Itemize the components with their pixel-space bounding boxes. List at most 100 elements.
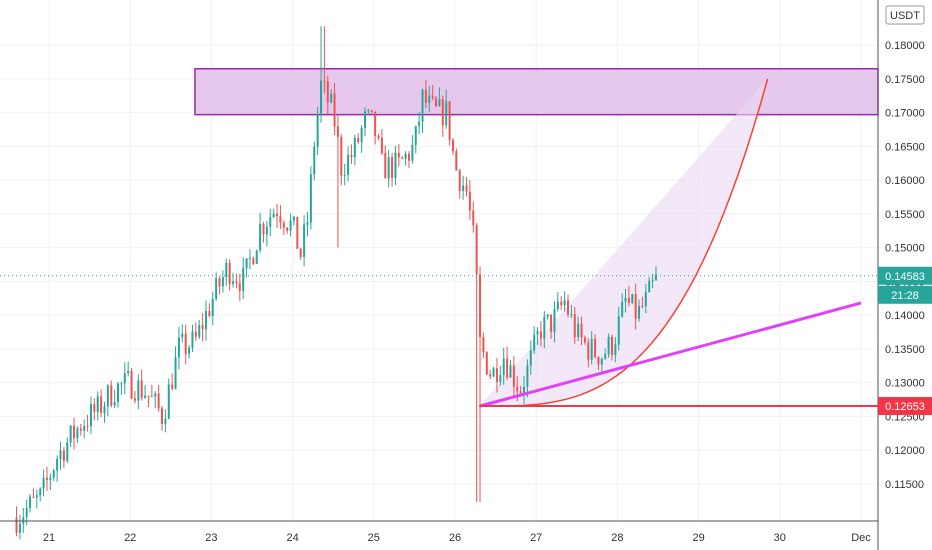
x-tick-label: 30: [774, 532, 786, 544]
candle-body: [32, 496, 35, 498]
candle-body: [89, 404, 92, 427]
candle-body: [380, 137, 383, 154]
candle-body: [106, 385, 109, 407]
candle-body: [171, 384, 174, 389]
candle-body: [384, 153, 387, 179]
candle-body: [333, 93, 336, 127]
candle-body: [154, 393, 157, 397]
candle-body: [140, 380, 143, 398]
candle-body: [347, 155, 350, 175]
y-tick-label: 0.16500: [885, 141, 925, 153]
candle-body: [279, 216, 282, 223]
candle-body: [526, 365, 529, 387]
candle-body: [25, 507, 28, 518]
candle-body: [225, 262, 228, 278]
candle-body: [123, 373, 126, 384]
candle-body: [411, 144, 414, 161]
candle-body: [191, 331, 194, 348]
candle-body: [519, 391, 522, 394]
candle-body: [377, 135, 380, 138]
candle-body: [306, 222, 309, 225]
candle-body: [66, 442, 69, 461]
candle-body: [627, 297, 630, 303]
trendline[interactable]: [478, 301, 862, 408]
candle-body: [462, 185, 465, 191]
x-tick-label: 27: [530, 532, 542, 544]
candle-body: [117, 383, 120, 402]
candle-body: [245, 258, 248, 269]
candle-body: [421, 89, 424, 122]
candle-body: [228, 262, 231, 284]
candle-body: [113, 401, 116, 406]
candle-body: [580, 323, 583, 338]
candle-body: [641, 306, 644, 308]
candle-body: [130, 371, 133, 399]
candle-body: [292, 216, 295, 221]
candle-body: [587, 342, 590, 360]
candle-body: [86, 425, 89, 427]
currency-badge[interactable]: [885, 5, 925, 25]
candle-body: [360, 127, 363, 143]
candle-body: [489, 374, 492, 377]
candle-body: [120, 383, 123, 385]
candle-body: [103, 406, 106, 413]
candle-body: [570, 314, 573, 316]
candle-body: [401, 157, 404, 159]
x-tick-label: 23: [205, 532, 217, 544]
candle-body: [428, 95, 431, 103]
candle-body: [303, 224, 306, 258]
y-tick-label: 0.13500: [885, 344, 925, 356]
candle-body: [276, 213, 279, 217]
candle-body: [208, 311, 211, 316]
candle-body: [164, 418, 167, 424]
candle-body: [614, 344, 617, 356]
candle-body: [110, 385, 113, 406]
candle-body: [330, 93, 333, 103]
y-tick-label: 0.15500: [885, 209, 925, 221]
candle-body: [509, 365, 512, 378]
candle-body: [550, 314, 553, 332]
price-labels: 0.14583 21:28 0.12653: [878, 266, 932, 416]
candle-body: [262, 224, 265, 235]
candle-body: [435, 97, 438, 106]
candle-body: [546, 314, 549, 317]
projection-group: [479, 78, 769, 408]
candle-body: [265, 226, 268, 235]
candle-body: [506, 358, 509, 378]
candle-body: [326, 81, 329, 103]
candle-body: [529, 350, 532, 366]
candle-body: [282, 222, 285, 228]
currency-label: USDT: [890, 10, 920, 22]
candle-body: [539, 331, 542, 339]
candle-body: [343, 174, 346, 176]
candle-body: [654, 274, 657, 281]
candle-body: [495, 368, 498, 383]
candle-body: [600, 358, 603, 365]
x-tick-label: 24: [286, 532, 298, 544]
candle-body: [404, 153, 407, 159]
y-tick-label: 0.17000: [885, 108, 925, 120]
resistance-zone[interactable]: [194, 68, 879, 116]
y-tick-label: 0.11500: [885, 479, 924, 491]
candle-body: [194, 331, 197, 337]
candle-body: [563, 300, 566, 306]
x-tick-label: Dec: [851, 532, 871, 544]
candle-body: [161, 408, 164, 424]
candle-body: [492, 368, 495, 377]
candle-body: [502, 358, 505, 376]
candle-body: [364, 111, 367, 128]
last-price-label: 0.14583: [885, 271, 925, 283]
candle-body: [397, 152, 400, 158]
candle-body: [157, 393, 160, 409]
candle-body: [316, 113, 319, 147]
x-tick-label: 28: [611, 532, 623, 544]
candle-body: [438, 98, 441, 106]
candle-body: [286, 227, 289, 231]
countdown-label: 21:28: [891, 290, 919, 302]
candle-body: [133, 398, 136, 401]
candle-body: [370, 110, 373, 112]
candle-body: [367, 110, 370, 112]
candle-body: [323, 80, 326, 82]
